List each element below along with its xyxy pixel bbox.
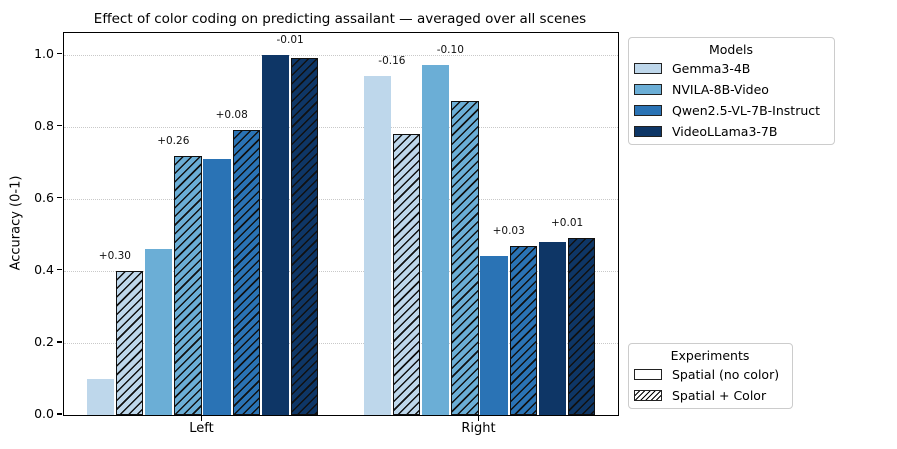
bar-right-videollama3-7b-spatial-plus-color bbox=[567, 238, 596, 415]
plot-inner: +0.30 +0.26 +0.08 -0.01 -0.16 -0.10 +0.03 +0.01 bbox=[64, 33, 618, 415]
delta-annotation: -0.10 bbox=[436, 44, 464, 57]
chart-title: Effect of color coding on predicting ass… bbox=[93, 11, 587, 27]
legend-item-label: Qwen2.5-VL-7B-Instruct bbox=[672, 103, 821, 118]
delta-annotation: +0.30 bbox=[98, 249, 131, 262]
y-tick-label: 0.8 bbox=[34, 117, 54, 133]
y-tick-label: 0.0 bbox=[34, 406, 54, 421]
legend-models-title: Models bbox=[708, 42, 754, 57]
legend-item-label: NVILA-8B-Video bbox=[672, 82, 769, 97]
delta-annotation: +0.26 bbox=[157, 134, 190, 147]
bar-right-qwen2-5-vl-7b-instruct-spatial-no-color bbox=[480, 256, 508, 415]
bar-left-videollama3-7b-spatial-no-color bbox=[261, 54, 290, 415]
gridline bbox=[64, 198, 618, 200]
y-tick-label: 1.0 bbox=[34, 45, 54, 61]
delta-annotation: -0.16 bbox=[378, 55, 406, 68]
legend-swatch bbox=[634, 105, 662, 116]
bar-left-gemma3-4b-spatial-no-color bbox=[86, 378, 115, 415]
x-tick-label: Right bbox=[461, 421, 496, 436]
delta-annotation: -0.01 bbox=[276, 33, 304, 46]
bar-left-qwen2-5-vl-7b-instruct-spatial-plus-color bbox=[232, 130, 261, 415]
legend-item-gemma3-4b: Gemma3-4B bbox=[634, 58, 828, 79]
legend-swatch bbox=[634, 84, 662, 95]
bar-right-nvila-8b-video-spatial-no-color bbox=[421, 65, 450, 415]
legend-item-label: Spatial + Color bbox=[672, 388, 767, 403]
gridline bbox=[64, 342, 618, 344]
y-tick-mark bbox=[56, 125, 62, 127]
gridline bbox=[64, 126, 618, 128]
legend-experiments-title: Experiments bbox=[670, 348, 750, 363]
plot-area: +0.30 +0.26 +0.08 -0.01 -0.16 -0.10 +0.03 +0.01 bbox=[63, 32, 619, 416]
y-tick-mark bbox=[56, 197, 62, 199]
delta-annotation: +0.01 bbox=[551, 217, 584, 230]
y-tick-label: 0.6 bbox=[34, 189, 54, 205]
y-tick-label: 0.4 bbox=[34, 261, 54, 277]
legend-swatch-plain bbox=[634, 369, 662, 380]
legend-swatch bbox=[634, 63, 662, 74]
delta-annotation: +0.08 bbox=[215, 109, 248, 122]
legend-item-label: VideoLLama3-7B bbox=[672, 124, 778, 139]
delta-annotation: +0.03 bbox=[492, 224, 525, 237]
x-tick-label: Left bbox=[189, 421, 214, 436]
y-tick-mark bbox=[56, 53, 62, 55]
legend-models-items: Gemma3-4B NVILA-8B-Video Qwen2.5-VL-7B-Ins… bbox=[634, 58, 828, 142]
bar-right-gemma3-4b-spatial-plus-color bbox=[392, 133, 421, 415]
legend-models: Models Gemma3-4B NVILA-8B-Video Qwen2.5-VL… bbox=[628, 37, 835, 145]
bar-left-gemma3-4b-spatial-plus-color bbox=[115, 270, 144, 415]
gridline bbox=[64, 270, 618, 272]
gridline bbox=[64, 54, 618, 56]
bar-right-nvila-8b-video-spatial-plus-color bbox=[451, 101, 479, 415]
bar-right-qwen2-5-vl-7b-instruct-spatial-plus-color bbox=[509, 245, 538, 415]
bar-left-nvila-8b-video-spatial-plus-color bbox=[174, 155, 202, 415]
legend-swatch-hatched bbox=[634, 390, 662, 401]
y-tick-mark bbox=[56, 341, 62, 343]
legend-item-label: Gemma3-4B bbox=[672, 61, 751, 76]
bar-left-nvila-8b-video-spatial-no-color bbox=[144, 249, 173, 415]
x-tick-mark bbox=[477, 415, 480, 421]
bar-right-videollama3-7b-spatial-no-color bbox=[538, 242, 567, 415]
legend-item-qwen2-5-vl-7b-instruct: Qwen2.5-VL-7B-Instruct bbox=[634, 100, 828, 121]
bar-left-videollama3-7b-spatial-plus-color bbox=[290, 58, 319, 415]
legend-experiments: Experiments Spatial (no color) Spatial + … bbox=[628, 343, 793, 409]
bar-left-qwen2-5-vl-7b-instruct-spatial-no-color bbox=[203, 159, 231, 415]
y-tick-label: 0.2 bbox=[34, 333, 54, 349]
legend-item-videollama3-7b: VideoLLama3-7B bbox=[634, 121, 828, 142]
legend-item-label: Spatial (no color) bbox=[672, 367, 780, 382]
legend-item-spatial-no-color: Spatial (no color) bbox=[634, 364, 786, 385]
legend-swatch bbox=[634, 126, 662, 137]
bar-right-gemma3-4b-spatial-no-color bbox=[363, 76, 392, 415]
legend-item-spatial-color: Spatial + Color bbox=[634, 385, 786, 406]
legend-experiments-items: Spatial (no color) Spatial + Color bbox=[634, 364, 786, 406]
y-tick-mark bbox=[56, 413, 62, 415]
x-tick-mark bbox=[200, 415, 203, 421]
y-tick-mark bbox=[56, 269, 62, 271]
legend-item-nvila-8b-video: NVILA-8B-Video bbox=[634, 79, 828, 100]
